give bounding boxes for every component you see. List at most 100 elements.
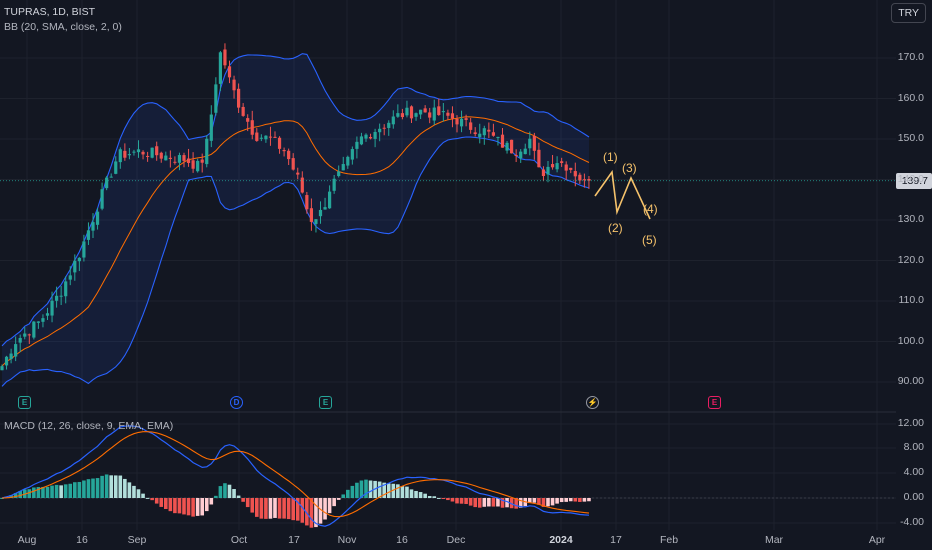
histogram-bar — [496, 498, 500, 507]
histogram-bar — [264, 498, 268, 519]
candle-body — [132, 151, 136, 153]
histogram-bar — [132, 485, 136, 498]
earnings-icon[interactable]: E — [708, 396, 721, 409]
histogram-bar — [432, 496, 437, 498]
candle-body — [487, 129, 491, 132]
earnings-icon[interactable]: E — [319, 396, 332, 409]
candle-body — [560, 161, 564, 163]
histogram-bar — [63, 484, 68, 498]
candle-body — [146, 155, 150, 157]
histogram-bar — [441, 498, 446, 499]
candle-body — [578, 174, 582, 181]
candle-body — [23, 333, 27, 337]
histogram-bar — [582, 498, 587, 502]
candle-body — [446, 112, 450, 116]
candle-body — [14, 344, 18, 357]
candle-body — [564, 164, 568, 171]
price-tick: 110.0 — [898, 294, 925, 306]
candle-body — [77, 257, 81, 262]
candle-body — [18, 337, 22, 343]
histogram-bar — [487, 498, 491, 507]
candle-body — [86, 230, 91, 240]
histogram-bar — [195, 498, 200, 516]
histogram-bar — [323, 498, 327, 520]
histogram-bar — [364, 479, 368, 498]
candle-body — [237, 88, 241, 108]
candle-body — [255, 132, 259, 141]
histogram-bar — [559, 498, 564, 503]
histogram-bar — [573, 498, 578, 502]
candle-body — [277, 137, 282, 149]
candle-body — [569, 167, 573, 170]
candle-body — [196, 160, 200, 172]
symbol-legend[interactable]: TUPRAS, 1D, BIST — [4, 6, 96, 18]
histogram-bar — [82, 480, 86, 498]
candle-body — [318, 209, 323, 217]
candle-body — [464, 118, 468, 120]
histogram-bar — [282, 498, 286, 519]
histogram-bar — [27, 489, 32, 498]
candle-body — [528, 138, 532, 149]
candle-body — [455, 118, 459, 125]
histogram-bar — [332, 498, 336, 507]
histogram-bar — [541, 498, 546, 507]
candle-body — [155, 146, 159, 156]
candle-body — [268, 136, 273, 138]
histogram-bar — [437, 497, 441, 499]
histogram-bar — [159, 498, 164, 507]
candle-body — [27, 334, 31, 336]
histogram-bar — [9, 495, 13, 498]
histogram-bar — [136, 489, 141, 498]
candle-body — [469, 122, 473, 130]
price-tick: 140.0 — [897, 172, 924, 185]
candle-body — [32, 321, 36, 338]
time-tick: Oct — [230, 534, 248, 546]
candle-body — [141, 151, 145, 155]
currency-button[interactable]: TRY — [891, 3, 926, 23]
time-tick: Mar — [764, 534, 784, 546]
histogram-bar — [50, 485, 54, 498]
candle-body — [437, 106, 441, 115]
bb-upper-line — [1, 53, 590, 347]
candle-body — [328, 191, 332, 209]
time-tick: 17 — [288, 534, 300, 546]
candle-body — [68, 275, 72, 280]
candle-body — [118, 149, 122, 163]
histogram-bar — [164, 498, 168, 510]
candle-body — [428, 112, 432, 118]
histogram-bar — [109, 475, 113, 498]
candle-body — [150, 147, 154, 158]
earnings-icon[interactable]: E — [18, 396, 31, 409]
histogram-bar — [587, 498, 591, 502]
candle-body — [541, 169, 546, 177]
macd-histogram — [0, 474, 591, 528]
histogram-bar — [318, 498, 323, 524]
dividend-icon[interactable]: D — [230, 396, 243, 409]
candle-body — [250, 120, 254, 135]
candle-body — [136, 149, 141, 153]
histogram-bar — [514, 498, 518, 509]
histogram-bar — [459, 498, 464, 504]
candle-body — [123, 150, 127, 158]
split-icon[interactable]: ⚡ — [586, 396, 599, 409]
candle-body — [491, 132, 495, 136]
histogram-bar — [546, 498, 550, 507]
candle-body — [105, 177, 109, 189]
candle-body — [127, 154, 131, 156]
candle-body — [159, 152, 163, 159]
histogram-bar — [309, 498, 314, 528]
histogram-bar — [314, 498, 318, 528]
bb-legend[interactable]: BB (20, SMA, close, 2, 0) — [4, 21, 122, 33]
candles — [0, 43, 591, 371]
histogram-bar — [277, 498, 282, 519]
time-tick: 16 — [76, 534, 88, 546]
histogram-bar — [400, 486, 405, 498]
histogram-bar — [427, 496, 432, 498]
last-price-label: 139.7 — [895, 172, 932, 189]
macd-legend[interactable]: MACD (12, 26, close, 9, EMA, EMA) — [4, 420, 174, 432]
candle-body — [45, 313, 50, 316]
histogram-bar — [250, 498, 255, 513]
histogram-bar — [414, 490, 418, 498]
histogram-bar — [182, 498, 186, 515]
